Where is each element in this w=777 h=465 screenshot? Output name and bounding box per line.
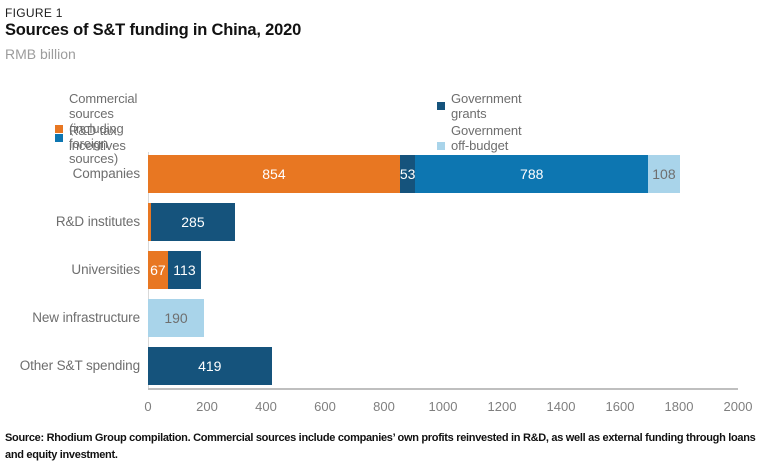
bar-segment: 419 — [148, 347, 272, 385]
x-axis-tick-label: 400 — [255, 399, 277, 414]
x-axis-line — [148, 388, 738, 390]
legend-swatch — [55, 134, 63, 142]
bar-segment: 285 — [150, 203, 235, 241]
legend-swatch — [55, 124, 63, 133]
figure-title: Sources of S&T funding in China, 2020 — [5, 21, 302, 39]
bar-segment — [148, 203, 151, 241]
legend-label: Government grants — [451, 91, 522, 121]
bar-row: 285 — [148, 203, 235, 241]
bar-row: 67 113 — [148, 251, 202, 289]
legend-item: Commercial sources (including foreign so… — [55, 91, 137, 166]
category-label: R&D institutes — [55, 214, 140, 229]
bar-segment: 53 — [399, 155, 416, 193]
x-axis-tick-label: 1200 — [487, 399, 517, 414]
x-axis-tick-label: 0 — [144, 399, 152, 414]
bar-row: 419 — [148, 347, 272, 385]
x-axis-tick-label: 1400 — [546, 399, 576, 414]
bar-row: 854 53 788 108 — [148, 155, 680, 193]
bar-segment: 788 — [415, 155, 648, 193]
category-label: Companies — [72, 166, 140, 181]
x-axis-tick-label: 600 — [314, 399, 336, 414]
legend-swatch — [437, 141, 445, 150]
bar-segment: 854 — [148, 155, 400, 193]
category-label: Other S&T spending — [19, 358, 140, 373]
bar-row: 190 — [148, 299, 204, 337]
x-axis-tick-label: 800 — [373, 399, 395, 414]
category-label: Universities — [71, 262, 140, 277]
x-axis-tick-label: 200 — [196, 399, 218, 414]
source-note: Source: Rhodium Group compilation. Comme… — [5, 432, 756, 461]
legend-swatch — [437, 102, 445, 110]
x-axis-tick-label: 1800 — [664, 399, 694, 414]
x-axis-tick-label: 1600 — [605, 399, 635, 414]
x-axis-tick-label: 1000 — [428, 399, 458, 414]
bar-segment: 108 — [647, 155, 680, 193]
x-axis-tick-label: 2000 — [723, 399, 753, 414]
legend-label: Commercial sources (including foreign so… — [69, 91, 138, 166]
bar-segment: 113 — [167, 251, 202, 289]
figure-subtitle: RMB billion — [5, 46, 76, 62]
legend-label: R&D tax incentives — [69, 123, 126, 153]
legend-item: R&D tax incentives — [55, 123, 126, 153]
bar-segment: 190 — [148, 299, 204, 337]
bar-segment: 67 — [148, 251, 168, 289]
legend-item: Government grants — [437, 91, 522, 121]
category-label: New infrastructure — [32, 310, 140, 325]
figure-label: FIGURE 1 — [5, 6, 63, 20]
